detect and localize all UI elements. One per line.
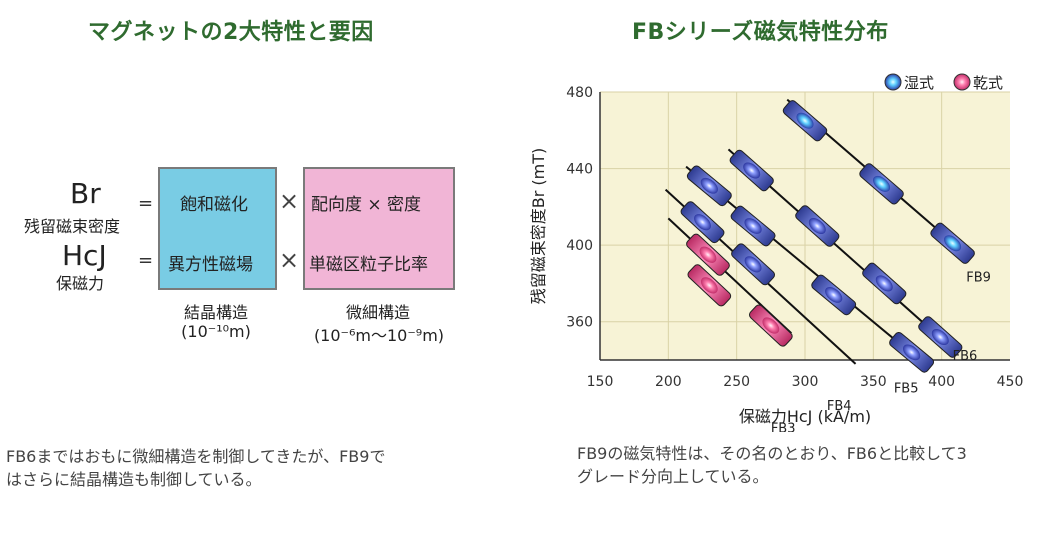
capsule-center	[700, 277, 718, 294]
series-label-fb9: FB9	[966, 271, 991, 286]
grid	[600, 91, 1010, 360]
times-sign-top: ×	[279, 187, 300, 215]
capsule-center	[743, 162, 761, 179]
legend: 湿式 乾式	[884, 73, 1003, 92]
capsule-fb6	[918, 316, 963, 358]
capsule-fb5	[686, 165, 732, 207]
crystal-structure-box	[158, 167, 277, 290]
capsule-center	[699, 246, 717, 263]
capsule-center	[873, 175, 891, 192]
capsule-center	[700, 177, 718, 194]
crystal-scale: (10⁻¹⁰m)	[181, 322, 251, 341]
x-axis-label: 保磁力HcJ (kA/m)	[739, 407, 871, 426]
right-description: FB9の磁気特性は、その名のとおり、FB6と比較して3 グレード分向上している。	[577, 442, 967, 488]
legend-dry-icon	[953, 73, 971, 91]
x-tick-label: 450	[997, 374, 1024, 390]
series-label-fb3: FB3	[771, 422, 796, 432]
capsule-fb5	[811, 274, 857, 316]
times-sign-bottom: ×	[279, 246, 300, 274]
hcj-symbol: HcJ	[62, 239, 107, 272]
y-tick-label: 400	[566, 238, 593, 254]
axes	[599, 92, 1010, 361]
y-axis-label: 残留磁束密度Br (mT)	[529, 148, 548, 305]
x-tick-label: 250	[723, 374, 750, 390]
capsule-center	[796, 112, 814, 129]
series-label-fb5: FB5	[894, 382, 919, 397]
x-tick-label: 350	[860, 374, 887, 390]
capsule-center	[808, 217, 826, 235]
capsule-center	[875, 275, 893, 292]
br-symbol: Br	[70, 177, 101, 210]
capsule-fb4	[680, 201, 725, 244]
capsule-center	[903, 344, 921, 361]
y-tick-label: 360	[566, 315, 593, 331]
data-capsules	[680, 100, 975, 373]
capsule-fb9	[859, 163, 904, 205]
saturation-cell: 飽和磁化	[180, 195, 248, 215]
capsule-center	[744, 218, 762, 234]
capsule-center	[744, 256, 762, 273]
series-label-fb6: FB6	[953, 349, 978, 364]
y-tick-label: 480	[566, 85, 593, 101]
capsule-fb3	[686, 233, 730, 276]
crystal-caption: 結晶構造	[183, 303, 248, 322]
anisotropy-cell: 異方性磁場	[168, 255, 253, 275]
capsule-center	[931, 329, 949, 346]
capsule-center	[762, 317, 780, 334]
capsule-fb6	[862, 262, 907, 305]
magnetic-properties-chart: 150 200 250 300 350 400 450 360 400 440 480 FB9 FB6…	[529, 73, 1023, 432]
left-description-line-1: FB6まではおもに微細構造を制御してきたが、FB9で	[6, 447, 386, 466]
x-tick-label: 150	[587, 374, 614, 390]
capsule-fb9	[930, 222, 975, 264]
legend-wet-label: 湿式	[904, 74, 934, 92]
capsule-fb5	[889, 332, 935, 373]
microstructure-box	[303, 167, 455, 290]
capsule-fb6	[729, 149, 774, 192]
x-tick-label: 300	[792, 374, 819, 390]
right-description-line-1: FB9の磁気特性は、その名のとおり、FB6と比較して3	[577, 444, 967, 463]
y-tick-label: 440	[566, 162, 593, 178]
legend-dry-label: 乾式	[973, 74, 1003, 92]
capsule-fb3	[687, 264, 732, 307]
capsule-center	[694, 214, 711, 231]
capsule-center	[944, 235, 962, 252]
left-description: FB6まではおもに微細構造を制御してきたが、FB9で はさらに結晶構造も制御して…	[6, 445, 385, 491]
x-tick-label: 400	[928, 374, 955, 390]
right-description-line-2: グレード分向上している。	[577, 467, 769, 486]
capsule-fb9	[782, 100, 828, 142]
capsule-fb5	[730, 205, 776, 247]
micro-scale: (10⁻⁶m～10⁻⁹m)	[313, 326, 445, 345]
tick-labels: 150 200 250 300 350 400 450 360 400 440 480	[566, 85, 1023, 390]
capsule-fb6	[795, 205, 840, 247]
series-labels: FB9 FB6 FB5 FB4 FB3	[771, 271, 991, 432]
micro-caption: 微細構造	[345, 303, 410, 322]
capsule-center	[825, 287, 843, 303]
right-title: FBシリーズ磁気特性分布	[632, 20, 889, 45]
single-domain-cell: 単磁区粒子比率	[309, 255, 428, 275]
series-label-fb4: FB4	[827, 399, 852, 414]
hcj-label: 保磁力	[56, 274, 105, 293]
x-tick-label: 200	[655, 374, 682, 390]
hcj-equals: =	[138, 250, 154, 271]
legend-wet-icon	[884, 73, 902, 91]
capsule-fb3	[748, 304, 793, 347]
left-title: マグネットの2大特性と要因	[88, 20, 374, 45]
orientation-cell: 配向度 × 密度	[311, 195, 422, 215]
left-description-line-2: はさらに結晶構造も制御している。	[6, 470, 262, 489]
capsule-fb4	[731, 243, 776, 286]
br-equals: =	[138, 193, 154, 214]
br-label: 残留磁束密度	[24, 217, 121, 236]
